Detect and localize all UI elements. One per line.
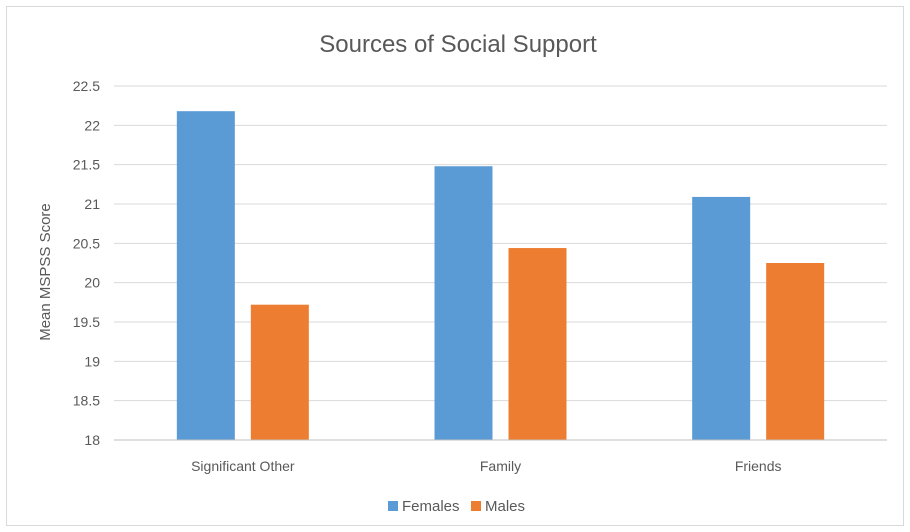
y-tick-label: 19.5 bbox=[73, 314, 100, 330]
legend-label-males: Males bbox=[485, 498, 525, 515]
y-tick-label: 22.5 bbox=[73, 78, 100, 94]
legend-label-females: Females bbox=[402, 498, 460, 515]
y-tick-label: 20.5 bbox=[73, 235, 100, 251]
legend: Females Males bbox=[388, 498, 525, 515]
bar-females-friends bbox=[692, 196, 751, 440]
y-tick-label: 18 bbox=[84, 432, 100, 448]
y-tick-label: 19 bbox=[84, 353, 100, 369]
y-tick-label: 21.5 bbox=[73, 157, 100, 173]
chart-title: Sources of Social Support bbox=[319, 31, 597, 58]
bar-females-family bbox=[434, 166, 493, 441]
bars bbox=[176, 111, 825, 441]
y-axis-label: Mean MSPSS Score bbox=[37, 203, 54, 341]
x-axis-ticks: Significant Other Family Friends bbox=[191, 458, 781, 474]
legend-swatch-males bbox=[471, 501, 481, 511]
y-axis-ticks: 18 18.5 19 19.5 20 20.5 21 21.5 22 22.5 bbox=[73, 78, 100, 448]
y-tick-label: 18.5 bbox=[73, 393, 100, 409]
bar-females-significant-other bbox=[176, 111, 235, 440]
y-tick-label: 21 bbox=[84, 196, 100, 212]
y-tick-label: 20 bbox=[84, 275, 100, 291]
bar-males-significant-other bbox=[250, 304, 309, 440]
x-tick-label: Family bbox=[480, 458, 521, 474]
x-tick-label: Friends bbox=[735, 458, 782, 474]
y-tick-label: 22 bbox=[84, 117, 100, 133]
bar-males-friends bbox=[766, 263, 825, 440]
x-tick-label: Significant Other bbox=[191, 458, 295, 474]
legend-swatch-females bbox=[388, 501, 398, 511]
gridlines bbox=[114, 85, 887, 402]
bar-males-family bbox=[508, 248, 567, 440]
